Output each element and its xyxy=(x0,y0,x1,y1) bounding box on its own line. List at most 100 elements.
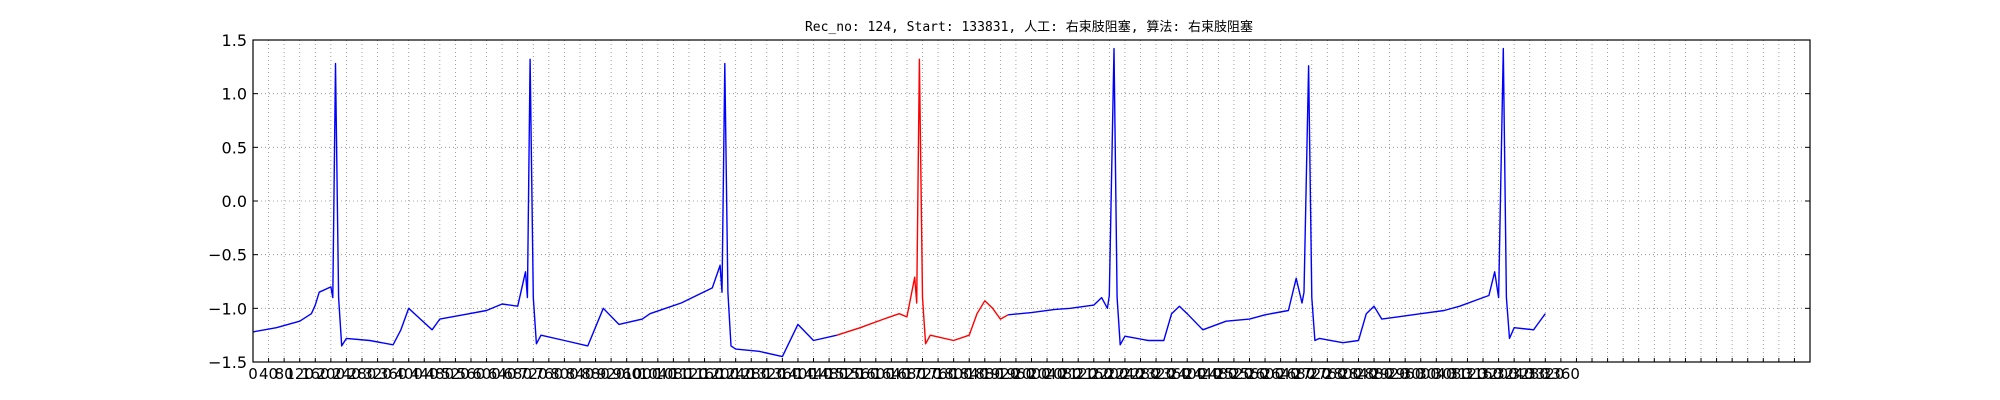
x-tick-label: 1480 xyxy=(810,365,848,383)
grid-lines xyxy=(253,40,1810,362)
x-tick-label: 2400 xyxy=(1168,365,1206,383)
x-tick-label: 960 xyxy=(612,365,641,383)
x-tick-label: 720 xyxy=(519,365,548,383)
x-tick-label: 1360 xyxy=(763,365,801,383)
x-tick-label: 2920 xyxy=(1371,365,1409,383)
x-tick-label: 640 xyxy=(488,365,517,383)
x-tick-label: 3360 xyxy=(1542,365,1580,383)
y-tick-label: −0.5 xyxy=(208,246,247,265)
x-tick-label: 1080 xyxy=(654,365,692,383)
x-tick-label: 3000 xyxy=(1402,365,1440,383)
x-tick-label: 440 xyxy=(410,365,439,383)
x-tick-label: 1880 xyxy=(966,365,1004,383)
x-tick-label: 1960 xyxy=(997,365,1035,383)
x-tick-label: 1440 xyxy=(794,365,832,383)
data-series xyxy=(252,47,1546,358)
y-tick-label: 1.0 xyxy=(222,85,247,104)
x-tick-label: 2560 xyxy=(1230,365,1268,383)
x-tick-label: 160 xyxy=(301,365,330,383)
x-tick-label: 520 xyxy=(441,365,470,383)
x-tick-label: 1760 xyxy=(919,365,957,383)
x-tick-label: 1200 xyxy=(701,365,739,383)
x-tick-label: 1400 xyxy=(779,365,817,383)
x-tick-label: 680 xyxy=(503,365,532,383)
x-tick-label: 2120 xyxy=(1059,365,1097,383)
x-tick-label: 2480 xyxy=(1199,365,1237,383)
x-tick-label: 2200 xyxy=(1090,365,1128,383)
x-tick-label: 2320 xyxy=(1137,365,1175,383)
x-tick-label: 3160 xyxy=(1464,365,1502,383)
x-tick-label: 1240 xyxy=(717,365,755,383)
x-tick-label: 1000 xyxy=(623,365,661,383)
x-tick-label: 1320 xyxy=(748,365,786,383)
x-tick-label: 1160 xyxy=(685,365,723,383)
x-tick-label: 120 xyxy=(285,365,314,383)
x-tick-label: 1040 xyxy=(639,365,677,383)
ecg-trace-after xyxy=(1008,47,1546,346)
x-tick-label: 2040 xyxy=(1028,365,1066,383)
x-tick-label: 0 xyxy=(248,365,258,383)
x-tick-label: 2520 xyxy=(1215,365,1253,383)
x-tick-label: 1680 xyxy=(888,365,926,383)
x-tick-label: 240 xyxy=(332,365,361,383)
x-tick-label: 2800 xyxy=(1324,365,1362,383)
x-tick-label: 3040 xyxy=(1417,365,1455,383)
x-tick-label: 3120 xyxy=(1448,365,1486,383)
x-tick-label: 2960 xyxy=(1386,365,1424,383)
y-axis-ticks: −1.5 −1.0 −0.5 0.0 0.5 1.0 1.5 xyxy=(208,31,1810,372)
x-tick-label: 2240 xyxy=(1106,365,1144,383)
x-axis-ticks: 0 408012016020024028032036040044048052056… xyxy=(248,358,1811,383)
x-tick-label: 3320 xyxy=(1526,365,1564,383)
x-tick-label: 2440 xyxy=(1184,365,1222,383)
x-tick-label: 3280 xyxy=(1511,365,1549,383)
x-tick-label: 2360 xyxy=(1153,365,1191,383)
x-tick-label: 1280 xyxy=(732,365,770,383)
x-tick-label: 2160 xyxy=(1075,365,1113,383)
x-tick-label: 800 xyxy=(550,365,579,383)
x-tick-label: 1120 xyxy=(670,365,708,383)
x-tick-label: 1520 xyxy=(826,365,864,383)
x-tick-label: 1840 xyxy=(950,365,988,383)
x-tick-label: 2640 xyxy=(1262,365,1300,383)
x-tick-label: 760 xyxy=(535,365,564,383)
x-tick-label: 2600 xyxy=(1246,365,1284,383)
chart-title: Rec_no: 124, Start: 133831, 人工: 右束肢阻塞, 算… xyxy=(805,19,1253,35)
x-tick-label: 1720 xyxy=(903,365,941,383)
x-tick-label: 2760 xyxy=(1308,365,1346,383)
y-tick-label: 0.5 xyxy=(222,138,247,157)
x-tick-label: 480 xyxy=(426,365,455,383)
x-tick-label: 880 xyxy=(581,365,610,383)
x-tick-label: 3200 xyxy=(1480,365,1518,383)
y-tick-label: 0.0 xyxy=(222,192,247,211)
x-tick-label: 2000 xyxy=(1012,365,1050,383)
x-tick-label: 1800 xyxy=(935,365,973,383)
x-tick-label: 200 xyxy=(317,365,346,383)
y-tick-label: −1.0 xyxy=(208,299,247,318)
x-tick-label: 560 xyxy=(457,365,486,383)
x-tick-label: 2280 xyxy=(1121,365,1159,383)
x-tick-label: 1920 xyxy=(981,365,1019,383)
x-tick-label: 360 xyxy=(379,365,408,383)
x-tick-label: 1600 xyxy=(857,365,895,383)
x-tick-label: 400 xyxy=(394,365,423,383)
x-tick-label: 80 xyxy=(275,365,294,383)
x-tick-label: 1640 xyxy=(872,365,910,383)
x-tick-label: 2720 xyxy=(1293,365,1331,383)
ecg-trace-highlight xyxy=(836,58,1009,345)
x-tick-label: 280 xyxy=(348,365,377,383)
x-tick-label: 3240 xyxy=(1495,365,1533,383)
x-tick-label: 40 xyxy=(259,365,278,383)
x-tick-label: 320 xyxy=(363,365,392,383)
x-tick-label: 920 xyxy=(597,365,626,383)
ecg-trace-before xyxy=(252,58,838,358)
y-tick-label: −1.5 xyxy=(208,353,247,372)
x-tick-label: 600 xyxy=(472,365,501,383)
x-tick-label: 2680 xyxy=(1277,365,1315,383)
x-tick-label: 840 xyxy=(566,365,595,383)
y-tick-label: 1.5 xyxy=(222,31,247,50)
x-tick-label: 2080 xyxy=(1044,365,1082,383)
x-tick-label: 2880 xyxy=(1355,365,1393,383)
x-tick-label: 1560 xyxy=(841,365,879,383)
